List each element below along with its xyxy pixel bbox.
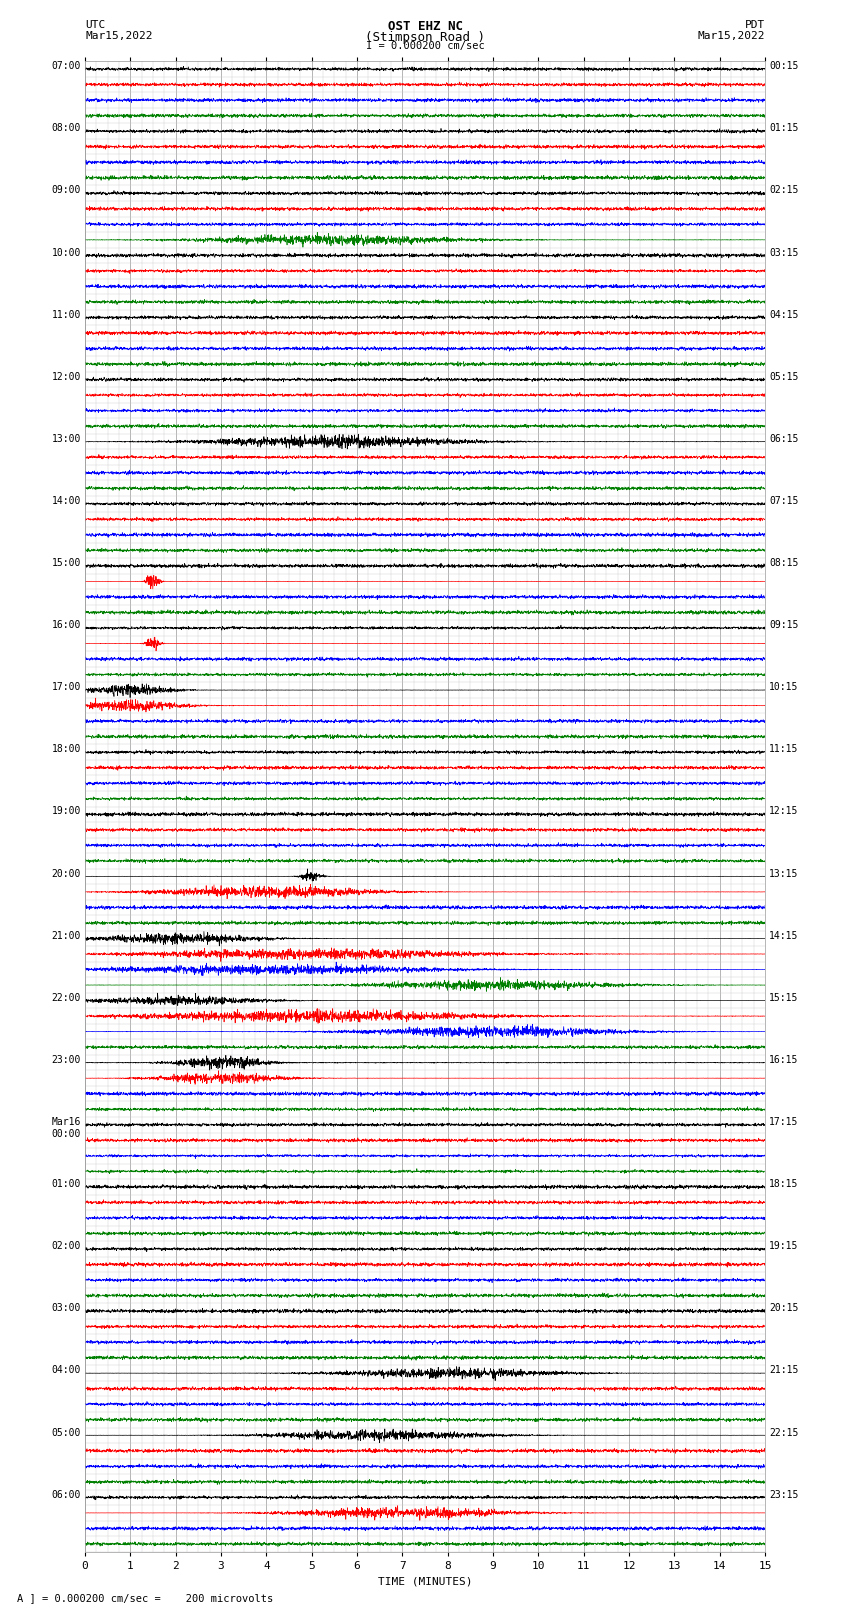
Text: 00:15: 00:15 <box>769 61 799 71</box>
Text: 04:15: 04:15 <box>769 310 799 319</box>
Text: 01:15: 01:15 <box>769 124 799 134</box>
Text: (Stimpson Road ): (Stimpson Road ) <box>365 31 485 44</box>
Text: 02:15: 02:15 <box>769 185 799 195</box>
Text: 10:00: 10:00 <box>51 247 81 258</box>
Text: PDT: PDT <box>745 19 765 31</box>
Text: 22:00: 22:00 <box>51 994 81 1003</box>
Text: 07:15: 07:15 <box>769 497 799 506</box>
Text: UTC: UTC <box>85 19 105 31</box>
Text: 19:00: 19:00 <box>51 806 81 816</box>
Text: 21:15: 21:15 <box>769 1365 799 1376</box>
Text: 01:00: 01:00 <box>51 1179 81 1189</box>
Text: 04:00: 04:00 <box>51 1365 81 1376</box>
Text: 21:00: 21:00 <box>51 931 81 940</box>
Text: 17:00: 17:00 <box>51 682 81 692</box>
Text: 08:15: 08:15 <box>769 558 799 568</box>
Text: 10:15: 10:15 <box>769 682 799 692</box>
Text: 15:00: 15:00 <box>51 558 81 568</box>
Text: 12:15: 12:15 <box>769 806 799 816</box>
Text: OST EHZ NC: OST EHZ NC <box>388 19 462 34</box>
Text: 06:00: 06:00 <box>51 1490 81 1500</box>
Text: 11:15: 11:15 <box>769 745 799 755</box>
Text: 03:00: 03:00 <box>51 1303 81 1313</box>
Text: 09:00: 09:00 <box>51 185 81 195</box>
Text: 06:15: 06:15 <box>769 434 799 444</box>
Text: 15:15: 15:15 <box>769 994 799 1003</box>
Text: 08:00: 08:00 <box>51 124 81 134</box>
Text: 12:00: 12:00 <box>51 373 81 382</box>
Text: 05:00: 05:00 <box>51 1428 81 1437</box>
Text: I = 0.000200 cm/sec: I = 0.000200 cm/sec <box>366 40 484 52</box>
Text: 18:15: 18:15 <box>769 1179 799 1189</box>
Text: 09:15: 09:15 <box>769 621 799 631</box>
Text: 07:00: 07:00 <box>51 61 81 71</box>
Text: Mar15,2022: Mar15,2022 <box>85 31 152 40</box>
Text: 20:15: 20:15 <box>769 1303 799 1313</box>
Text: 02:00: 02:00 <box>51 1242 81 1252</box>
Text: Mar16
00:00: Mar16 00:00 <box>51 1116 81 1139</box>
Text: 17:15: 17:15 <box>769 1116 799 1127</box>
Text: 23:15: 23:15 <box>769 1490 799 1500</box>
Text: 19:15: 19:15 <box>769 1242 799 1252</box>
Text: 16:00: 16:00 <box>51 621 81 631</box>
Text: 14:00: 14:00 <box>51 497 81 506</box>
Text: 05:15: 05:15 <box>769 373 799 382</box>
Text: 13:15: 13:15 <box>769 868 799 879</box>
Text: 16:15: 16:15 <box>769 1055 799 1065</box>
Text: 22:15: 22:15 <box>769 1428 799 1437</box>
Text: Mar15,2022: Mar15,2022 <box>698 31 765 40</box>
Text: 14:15: 14:15 <box>769 931 799 940</box>
Text: 11:00: 11:00 <box>51 310 81 319</box>
Text: A ] = 0.000200 cm/sec =    200 microvolts: A ] = 0.000200 cm/sec = 200 microvolts <box>17 1594 273 1603</box>
Text: 13:00: 13:00 <box>51 434 81 444</box>
X-axis label: TIME (MINUTES): TIME (MINUTES) <box>377 1576 473 1586</box>
Text: 23:00: 23:00 <box>51 1055 81 1065</box>
Text: 20:00: 20:00 <box>51 868 81 879</box>
Text: 03:15: 03:15 <box>769 247 799 258</box>
Text: 18:00: 18:00 <box>51 745 81 755</box>
